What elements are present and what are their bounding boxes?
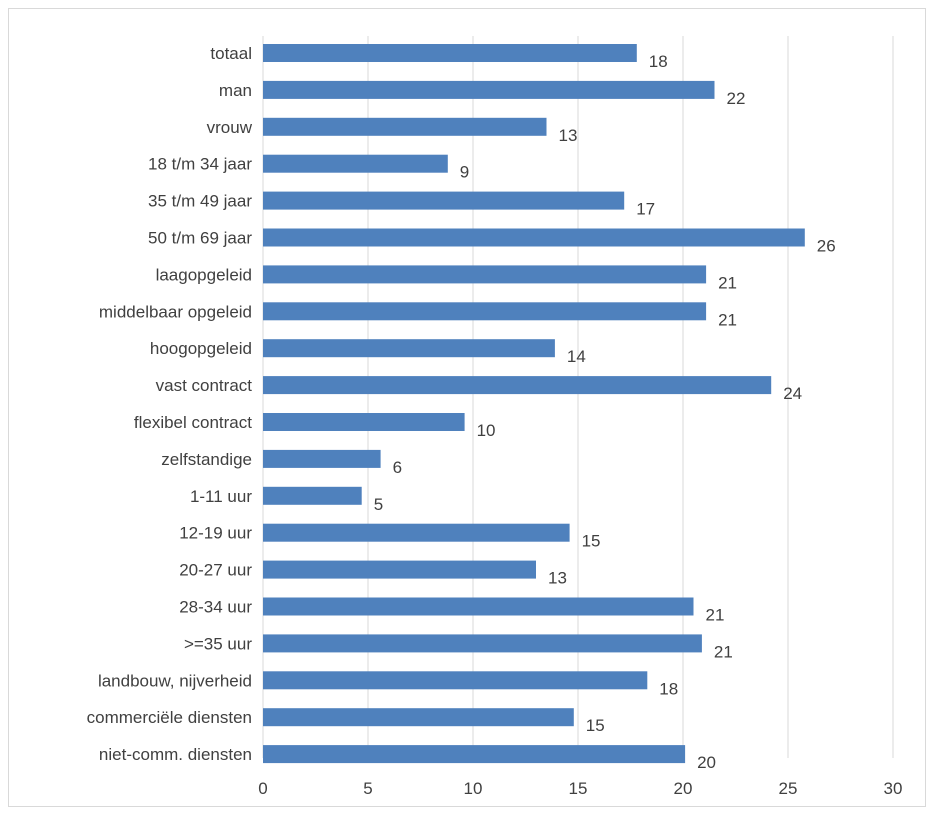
data-label-1: 22	[727, 89, 746, 108]
data-label-4: 17	[636, 200, 655, 219]
bar-7	[263, 302, 707, 321]
x-tick-label-25: 25	[779, 779, 798, 798]
category-label-19: niet-comm. diensten	[99, 745, 252, 764]
data-label-17: 18	[659, 679, 678, 698]
bar-18	[263, 708, 574, 727]
bar-17	[263, 671, 648, 690]
bar-11	[263, 449, 381, 468]
data-label-11: 6	[393, 458, 402, 477]
category-label-6: laagopgeleid	[156, 265, 252, 284]
category-label-13: 12-19 uur	[179, 524, 252, 543]
data-label-10: 10	[477, 421, 496, 440]
data-label-14: 13	[548, 569, 567, 588]
x-tick-label-30: 30	[884, 779, 903, 798]
data-label-16: 21	[714, 642, 733, 661]
category-label-10: flexibel contract	[134, 413, 252, 432]
category-label-1: man	[219, 81, 252, 100]
bar-19	[263, 745, 686, 764]
data-label-9: 24	[783, 384, 802, 403]
category-label-7: middelbaar opgeleid	[99, 302, 252, 321]
bar-13	[263, 523, 570, 542]
bar-12	[263, 486, 362, 505]
bar-9	[263, 376, 772, 395]
bar-1	[263, 80, 715, 99]
x-tick-label-15: 15	[569, 779, 588, 798]
bar-2	[263, 117, 547, 136]
category-label-0: totaal	[210, 44, 252, 63]
data-label-6: 21	[718, 273, 737, 292]
data-label-15: 21	[706, 606, 725, 625]
bar-3	[263, 154, 448, 173]
category-label-2: vrouw	[207, 118, 253, 137]
bar-6	[263, 265, 707, 284]
x-tick-label-5: 5	[363, 779, 372, 798]
category-label-15: 28-34 uur	[179, 598, 252, 617]
category-label-8: hoogopgeleid	[150, 339, 252, 358]
category-label-5: 50 t/m 69 jaar	[148, 229, 252, 248]
data-label-13: 15	[582, 532, 601, 551]
bar-0	[263, 44, 637, 62]
bar-14	[263, 560, 536, 579]
data-label-18: 15	[586, 716, 605, 735]
bar-4	[263, 191, 625, 210]
category-label-3: 18 t/m 34 jaar	[148, 155, 252, 174]
x-tick-label-10: 10	[464, 779, 483, 798]
category-label-14: 20-27 uur	[179, 561, 252, 580]
data-label-19: 20	[697, 753, 716, 772]
category-label-11: zelfstandige	[161, 450, 252, 469]
data-label-8: 14	[567, 347, 586, 366]
x-tick-label-0: 0	[258, 779, 267, 798]
category-label-9: vast contract	[156, 376, 253, 395]
data-label-3: 9	[460, 163, 469, 182]
category-label-4: 35 t/m 49 jaar	[148, 192, 252, 211]
category-label-18: commerciële diensten	[87, 708, 252, 727]
bar-16	[263, 634, 702, 653]
category-label-16: >=35 uur	[184, 634, 252, 653]
bar-15	[263, 597, 694, 616]
data-label-2: 13	[559, 126, 578, 145]
category-label-17: landbouw, nijverheid	[98, 671, 252, 690]
bar-10	[263, 413, 465, 431]
data-label-0: 18	[649, 52, 668, 71]
data-label-5: 26	[817, 237, 836, 256]
category-label-12: 1-11 uur	[190, 487, 252, 506]
data-label-7: 21	[718, 310, 737, 329]
bar-8	[263, 339, 555, 358]
x-tick-label-20: 20	[674, 779, 693, 798]
bar-5	[263, 228, 805, 247]
data-label-12: 5	[374, 495, 383, 514]
